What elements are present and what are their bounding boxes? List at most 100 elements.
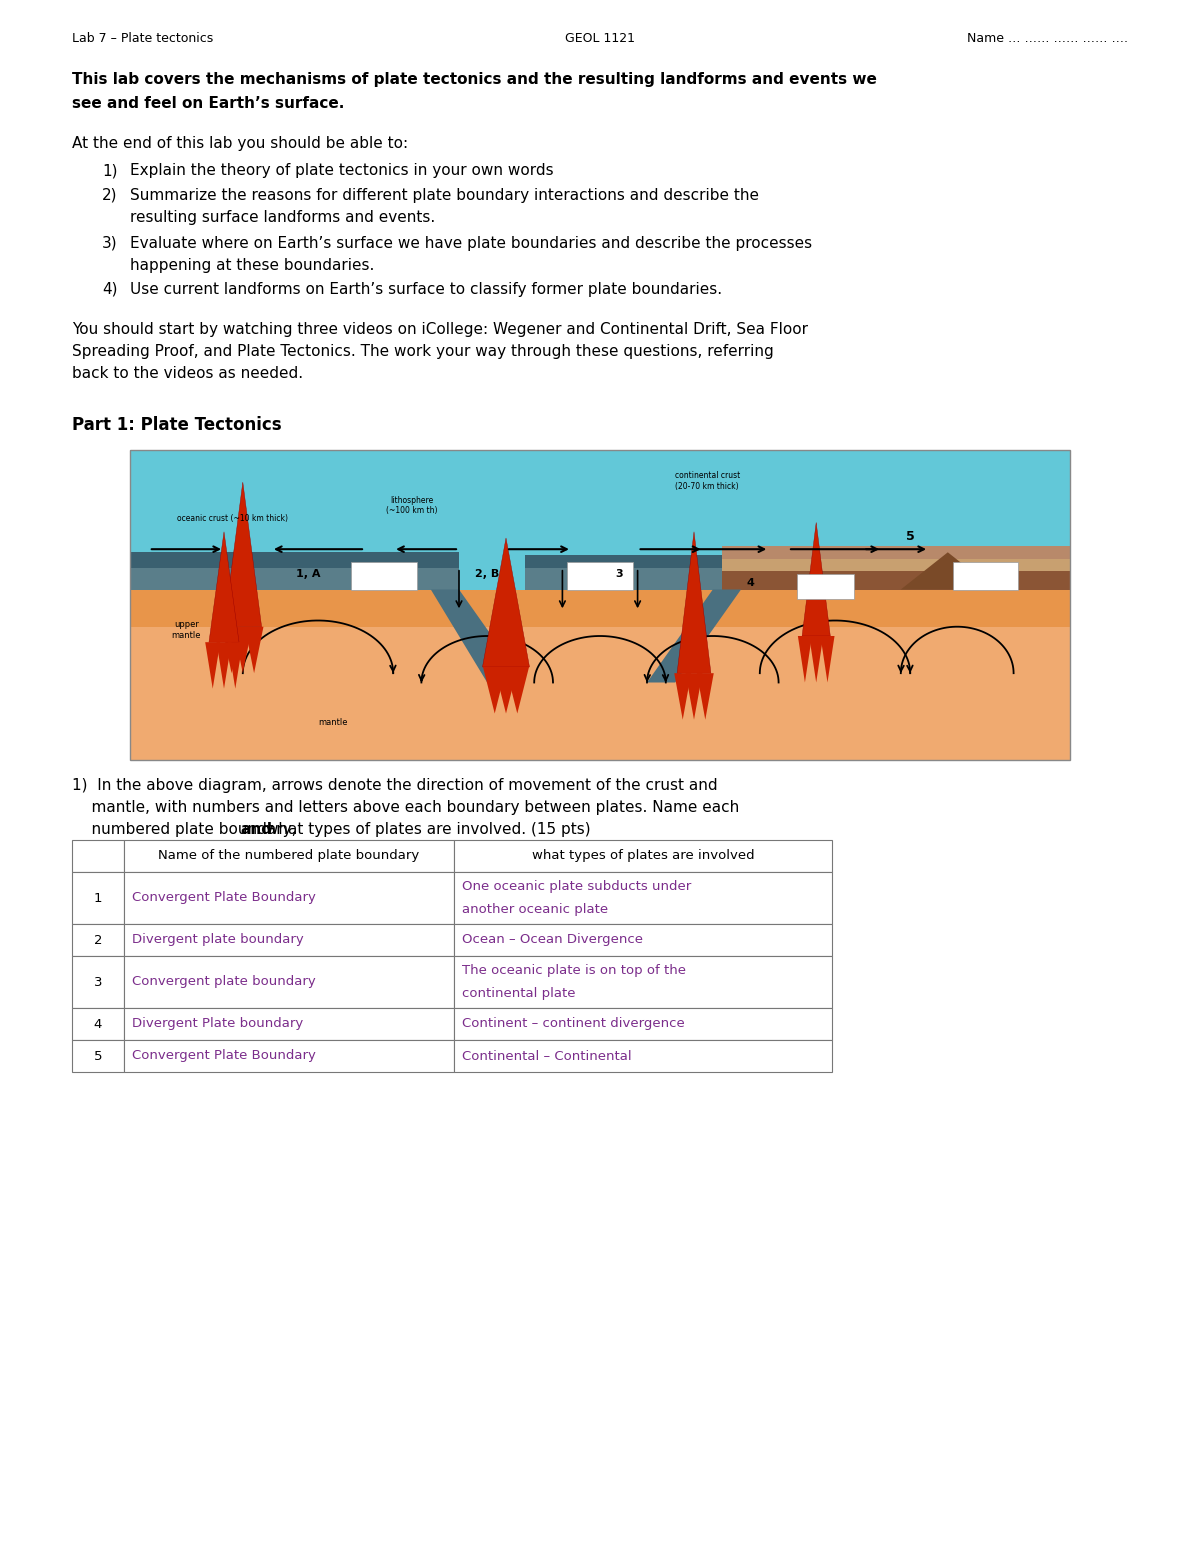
FancyBboxPatch shape (124, 924, 454, 957)
Polygon shape (209, 531, 239, 643)
Polygon shape (494, 666, 517, 713)
Text: GEOL 1121: GEOL 1121 (565, 31, 635, 45)
Text: another oceanic plate: another oceanic plate (462, 902, 608, 916)
Text: 3): 3) (102, 236, 118, 252)
Text: Summarize the reasons for different plate boundary interactions and describe the: Summarize the reasons for different plat… (130, 188, 760, 203)
Text: The oceanic plate is on top of the: The oceanic plate is on top of the (462, 964, 686, 977)
Polygon shape (228, 643, 242, 688)
Text: numbered plate boundary,: numbered plate boundary, (72, 822, 301, 837)
FancyBboxPatch shape (454, 957, 832, 1008)
FancyBboxPatch shape (72, 957, 124, 1008)
Text: Convergent plate boundary: Convergent plate boundary (132, 975, 316, 989)
FancyBboxPatch shape (72, 871, 124, 924)
Text: 5: 5 (94, 1050, 102, 1062)
Text: Use current landforms on Earth’s surface to classify former plate boundaries.: Use current landforms on Earth’s surface… (130, 283, 722, 297)
Text: This lab covers the mechanisms of plate tectonics and the resulting landforms an: This lab covers the mechanisms of plate … (72, 71, 877, 87)
Polygon shape (809, 637, 823, 682)
Text: 1)  In the above diagram, arrows denote the direction of movement of the crust a: 1) In the above diagram, arrows denote t… (72, 778, 718, 794)
Text: 4): 4) (102, 283, 118, 297)
Text: 2): 2) (102, 188, 118, 203)
Text: At the end of this lab you should be able to:: At the end of this lab you should be abl… (72, 137, 408, 151)
FancyBboxPatch shape (124, 840, 454, 871)
Text: resulting surface landforms and events.: resulting surface landforms and events. (130, 210, 436, 225)
FancyBboxPatch shape (124, 1041, 454, 1072)
Text: Explain the theory of plate tectonics in your own words: Explain the theory of plate tectonics in… (130, 163, 553, 179)
Text: Part 1: Plate Tectonics: Part 1: Plate Tectonics (72, 416, 282, 433)
Polygon shape (901, 553, 995, 590)
Text: Evaluate where on Earth’s surface we have plate boundaries and describe the proc: Evaluate where on Earth’s surface we hav… (130, 236, 812, 252)
Text: 3: 3 (614, 568, 623, 579)
Polygon shape (216, 643, 232, 688)
Polygon shape (431, 590, 524, 682)
Text: Continental – Continental: Continental – Continental (462, 1050, 631, 1062)
FancyBboxPatch shape (568, 562, 632, 590)
Text: 1: 1 (94, 891, 102, 904)
Polygon shape (505, 666, 529, 713)
Text: mantle, with numbers and letters above each boundary between plates. Name each: mantle, with numbers and letters above e… (72, 800, 739, 815)
FancyBboxPatch shape (454, 924, 832, 957)
Text: 5: 5 (906, 530, 914, 544)
Text: Continent – continent divergence: Continent – continent divergence (462, 1017, 685, 1031)
FancyBboxPatch shape (454, 1041, 832, 1072)
FancyBboxPatch shape (722, 547, 1070, 562)
Text: see and feel on Earth’s surface.: see and feel on Earth’s surface. (72, 96, 344, 110)
FancyBboxPatch shape (722, 572, 1070, 590)
FancyBboxPatch shape (130, 553, 458, 568)
Text: happening at these boundaries.: happening at these boundaries. (130, 258, 374, 273)
Text: 3: 3 (94, 975, 102, 989)
FancyBboxPatch shape (72, 1008, 124, 1041)
Text: continental plate: continental plate (462, 988, 576, 1000)
FancyBboxPatch shape (953, 562, 1019, 590)
Text: oceanic crust (~10 km thick): oceanic crust (~10 km thick) (178, 514, 288, 523)
FancyBboxPatch shape (524, 568, 722, 590)
Polygon shape (697, 672, 714, 719)
FancyBboxPatch shape (130, 590, 1070, 759)
Polygon shape (482, 666, 506, 713)
Polygon shape (647, 590, 742, 682)
FancyBboxPatch shape (797, 575, 854, 599)
Polygon shape (482, 537, 529, 666)
Text: 4: 4 (94, 1017, 102, 1031)
Text: Spreading Proof, and Plate Tectonics. The work your way through these questions,: Spreading Proof, and Plate Tectonics. Th… (72, 345, 774, 359)
Text: Divergent plate boundary: Divergent plate boundary (132, 933, 304, 946)
Text: what types of plates are involved: what types of plates are involved (532, 849, 755, 862)
Text: Convergent Plate Boundary: Convergent Plate Boundary (132, 891, 316, 904)
Text: Convergent Plate Boundary: Convergent Plate Boundary (132, 1050, 316, 1062)
Polygon shape (233, 627, 252, 672)
Polygon shape (245, 627, 264, 672)
Text: lithosphere
(~100 km th): lithosphere (~100 km th) (386, 495, 438, 516)
FancyBboxPatch shape (454, 840, 832, 871)
Polygon shape (798, 637, 812, 682)
Text: continental crust
(20-70 km thick): continental crust (20-70 km thick) (676, 471, 740, 491)
Polygon shape (821, 637, 834, 682)
Text: mantle: mantle (318, 719, 348, 727)
FancyBboxPatch shape (130, 568, 458, 590)
Polygon shape (685, 672, 702, 719)
Polygon shape (677, 531, 710, 672)
Text: 1, A: 1, A (296, 568, 320, 579)
FancyBboxPatch shape (350, 562, 416, 590)
FancyBboxPatch shape (72, 924, 124, 957)
Polygon shape (222, 627, 241, 672)
Text: Name … …… …… …… ….: Name … …… …… …… …. (967, 31, 1128, 45)
FancyBboxPatch shape (124, 1008, 454, 1041)
FancyBboxPatch shape (722, 559, 1070, 572)
Text: back to the videos as needed.: back to the videos as needed. (72, 367, 304, 380)
FancyBboxPatch shape (130, 590, 1070, 627)
FancyBboxPatch shape (454, 871, 832, 924)
FancyBboxPatch shape (72, 840, 124, 871)
FancyBboxPatch shape (524, 556, 722, 568)
Text: what types of plates are involved. (15 pts): what types of plates are involved. (15 p… (260, 822, 590, 837)
FancyBboxPatch shape (454, 1008, 832, 1041)
FancyBboxPatch shape (124, 957, 454, 1008)
Text: You should start by watching three videos on iCollege: Wegener and Continental D: You should start by watching three video… (72, 321, 808, 337)
FancyBboxPatch shape (124, 871, 454, 924)
Text: and: and (240, 822, 272, 837)
Text: One oceanic plate subducts under: One oceanic plate subducts under (462, 881, 691, 893)
Polygon shape (224, 481, 262, 627)
Text: 2, B: 2, B (475, 568, 499, 579)
Text: Name of the numbered plate boundary: Name of the numbered plate boundary (158, 849, 420, 862)
Text: Lab 7 – Plate tectonics: Lab 7 – Plate tectonics (72, 31, 214, 45)
Text: 2: 2 (94, 933, 102, 946)
FancyBboxPatch shape (72, 1041, 124, 1072)
